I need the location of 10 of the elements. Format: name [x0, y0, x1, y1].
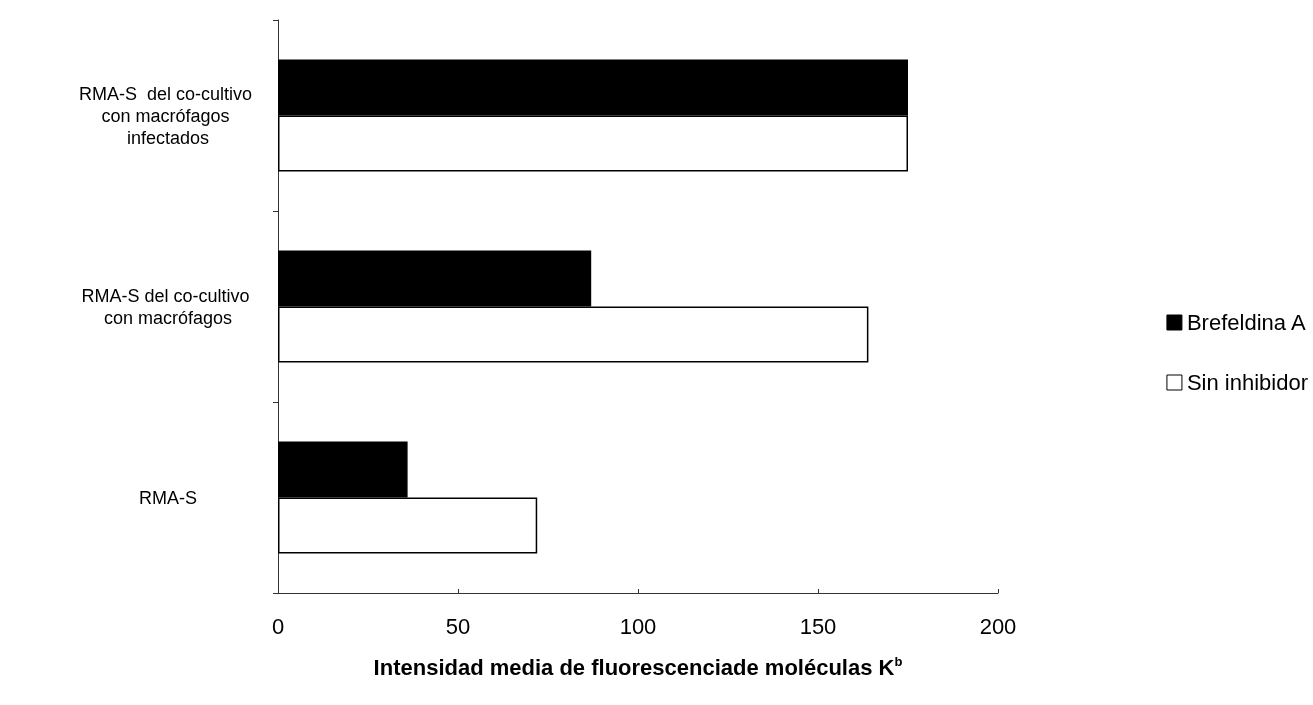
x-tick-label: 0 — [271, 613, 285, 639]
x-tick-label: 150 — [799, 613, 837, 639]
x-tick-label: 50 — [445, 613, 471, 639]
legend-label: Brefeldina A — [1186, 310, 1306, 335]
y-tick-label: RMA-S — [139, 487, 197, 508]
x-tick-label: 200 — [979, 613, 1017, 639]
x-tick-label: 100 — [619, 613, 657, 639]
legend-label: Sin inhibidor — [1186, 370, 1308, 395]
y-tick-label: RMA-S del co-cultivo con macrófagos infectados — [78, 83, 258, 148]
y-tick-label: RMA-S del co-cultivo con macrófagos — [81, 285, 255, 328]
